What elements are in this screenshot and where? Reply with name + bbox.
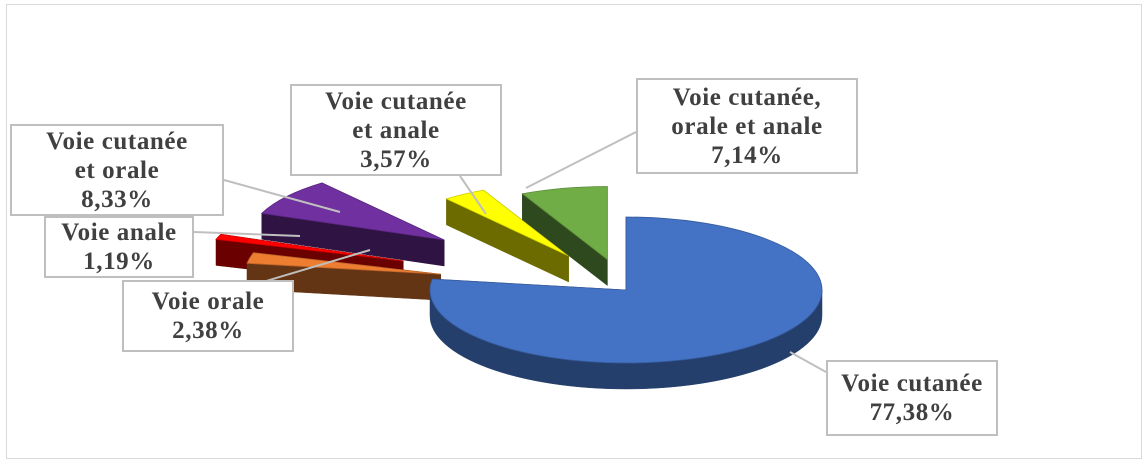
label-voie-cutanee: Voie cutanée 77,38% [826, 360, 998, 436]
pie-slice [260, 182, 445, 267]
label-line: et anale [352, 116, 440, 144]
slice-top [521, 186, 608, 261]
label-value: 77,38% [869, 399, 955, 426]
label-value: 7,14% [711, 141, 783, 169]
pie-slice [445, 189, 569, 283]
label-line: et orale [74, 156, 160, 184]
label-value: 2,38% [172, 317, 244, 344]
leader-line [789, 351, 827, 373]
leader-line [459, 175, 487, 215]
label-voie-cutanee-orale: Voie cutanée et orale 8,33% [10, 124, 224, 216]
label-line: Voie cutanée, [672, 83, 822, 111]
label-voie-orale: Voie orale 2,38% [122, 280, 294, 352]
label-value: 8,33% [81, 185, 153, 213]
label-line: Voie cutanée [841, 370, 983, 397]
label-line: Voie orale [151, 288, 265, 315]
label-voie-anale: Voie anale 1,19% [44, 216, 194, 278]
leader-line [193, 231, 301, 237]
leader-line [525, 131, 637, 189]
leader-line [223, 179, 341, 213]
label-voie-cutanee-orale-anale: Voie cutanée, orale et anale 7,14% [636, 78, 858, 174]
slice-top [445, 189, 569, 257]
label-line: Voie cutanée [46, 127, 188, 155]
label-line: orale et anale [671, 112, 823, 140]
slice-top [246, 252, 441, 275]
label-value: 1,19% [83, 248, 155, 275]
label-line: Voie anale [61, 219, 177, 246]
pie-slice [521, 186, 608, 287]
pie-slice [429, 216, 823, 390]
label-voie-cutanee-anale: Voie cutanée et anale 3,57% [290, 84, 502, 176]
slice-top [429, 216, 823, 364]
label-line: Voie cutanée [325, 87, 467, 115]
label-value: 3,57% [360, 145, 432, 173]
